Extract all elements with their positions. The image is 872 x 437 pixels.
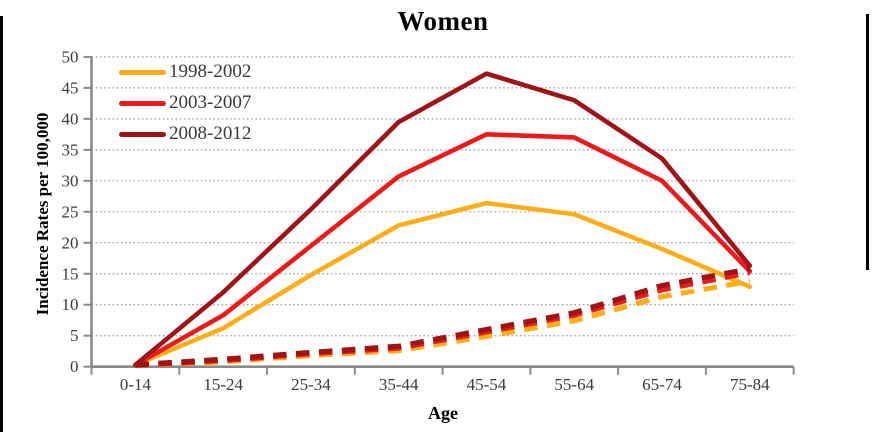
chart-legend: 1998-2002 2003-2007 2008-2012	[119, 61, 251, 145]
figure-border-left	[0, 16, 3, 432]
y-tick-label-5: 5	[70, 326, 79, 345]
legend-label: 2003-2007	[169, 92, 252, 113]
legend-item-2008-2012: 2008-2012	[119, 123, 251, 145]
x-tick-label-35-44: 35-44	[379, 375, 419, 394]
series-line-2008-2012	[133, 71, 753, 368]
y-tick-label-20: 20	[62, 233, 79, 252]
series-line-1998-2002	[133, 200, 753, 368]
series-line-2008-2012-dashed	[135, 266, 751, 368]
x-tick-label-65-74: 65-74	[642, 375, 682, 394]
y-tick-label-25: 25	[62, 202, 79, 221]
legend-swatch-2003-2007	[119, 100, 166, 106]
legend-swatch-1998-2002	[119, 69, 166, 75]
x-tick-label-25-34: 25-34	[291, 375, 331, 394]
legend-label: 2008-2012	[169, 123, 252, 144]
figure-border-right	[866, 14, 869, 270]
y-tick-label-40: 40	[62, 109, 79, 128]
y-tick-label-50: 50	[62, 47, 79, 66]
y-tick-label-45: 45	[62, 78, 79, 97]
x-tick-label-55-64: 55-64	[554, 375, 594, 394]
series-line-2003-2007	[133, 132, 753, 368]
legend-item-1998-2002: 1998-2002	[119, 61, 251, 83]
x-tick-label-75-84: 75-84	[730, 375, 770, 394]
chart-title: Women	[397, 6, 489, 36]
x-tick-label-45-54: 45-54	[467, 375, 507, 394]
y-tick-label-35: 35	[62, 140, 79, 159]
legend-item-2003-2007: 2003-2007	[119, 92, 251, 114]
legend-label: 1998-2002	[169, 61, 252, 82]
y-tick-label-10: 10	[62, 295, 79, 314]
x-tick-label-0-14: 0-14	[120, 375, 152, 394]
x-axis-title: Age	[428, 403, 458, 423]
legend-swatch-2008-2012	[119, 131, 166, 137]
y-tick-label-30: 30	[62, 171, 79, 190]
y-tick-label-15: 15	[62, 264, 79, 283]
y-tick-label-0: 0	[70, 357, 79, 376]
x-tick-label-15-24: 15-24	[203, 375, 243, 394]
